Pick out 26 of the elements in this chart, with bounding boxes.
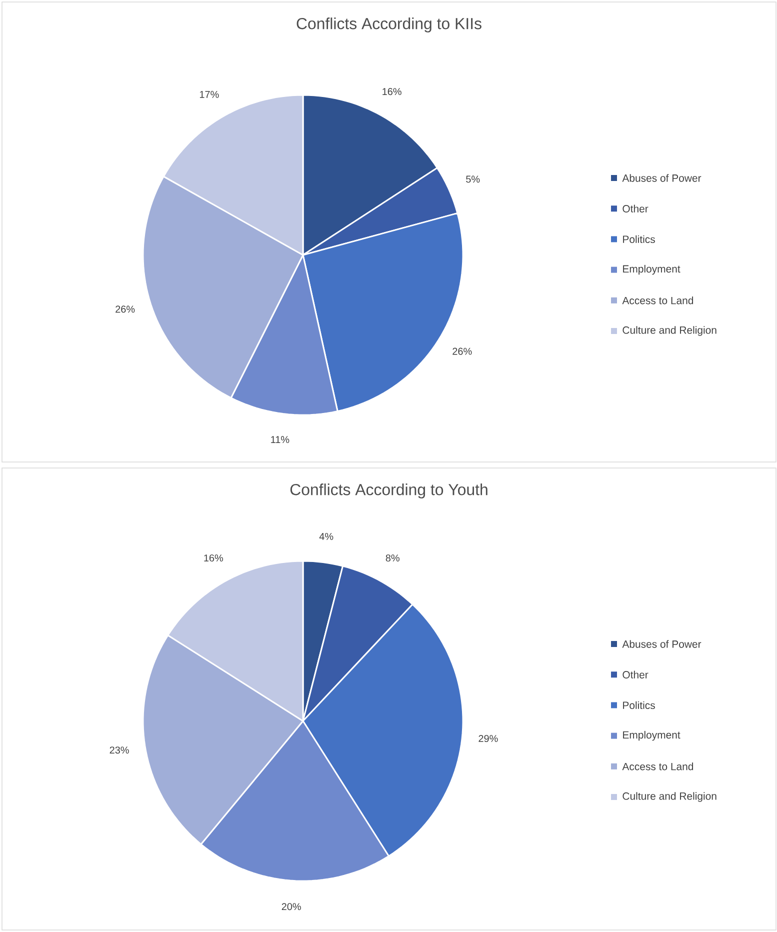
legend-label: Culture and Religion (622, 326, 716, 336)
legend-label: Other (622, 204, 648, 212)
data-label: 29% (478, 734, 498, 742)
legend-label: Politics (623, 235, 655, 244)
data-label: 26% (116, 306, 135, 313)
legend-label: Other (622, 670, 648, 678)
data-label: 16% (204, 554, 224, 562)
legend-label: Culture and Religion (622, 792, 716, 802)
legend-label: Employment (623, 730, 680, 741)
chart-title: Conflicts According to KIIs (296, 18, 482, 32)
legend-label: Abuses of Power (622, 174, 702, 182)
data-label: 11% (271, 436, 290, 444)
data-label: 4% (319, 532, 334, 540)
data-label: 16% (382, 88, 402, 96)
data-label: 8% (386, 554, 400, 562)
legend-label: Abuses of Power (622, 640, 702, 648)
legend-label: Employment (623, 264, 680, 275)
legend-label: Access to Land (622, 762, 694, 770)
legend-label: Politics (623, 701, 655, 710)
legend-label: Access to Land (622, 296, 694, 304)
data-label: 26% (452, 348, 472, 355)
data-label: 5% (466, 176, 480, 183)
data-label: 20% (282, 903, 301, 910)
chart-title: Conflicts According to Youth (290, 484, 488, 498)
data-label: 23% (110, 746, 129, 754)
data-label: 17% (200, 90, 219, 98)
